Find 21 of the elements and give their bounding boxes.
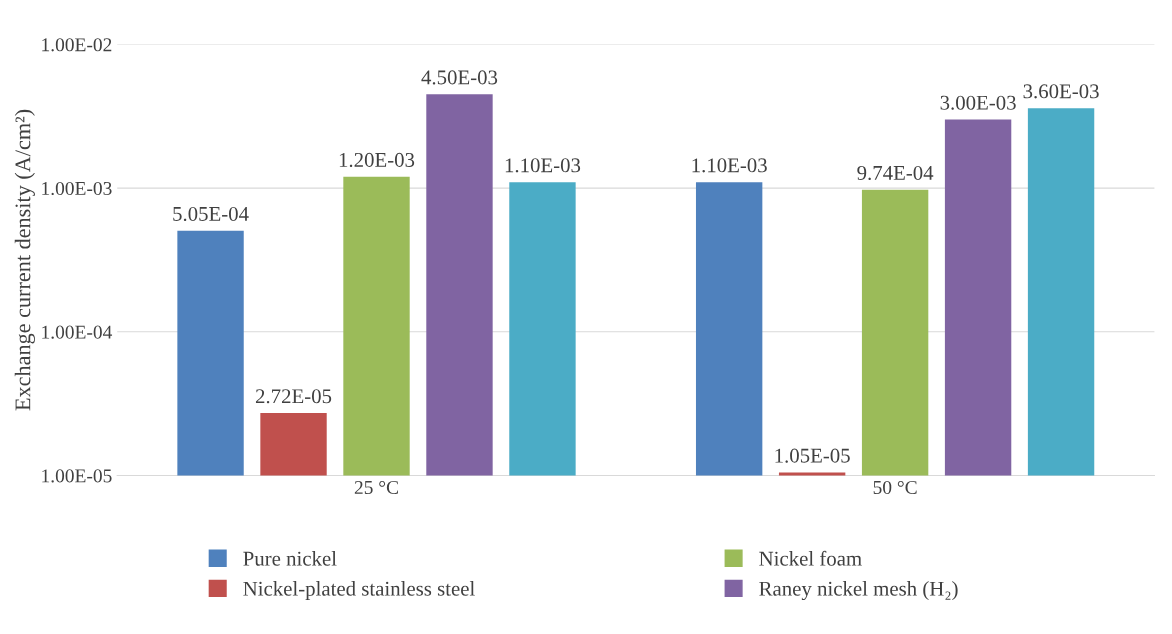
legend-label: Nickel foam bbox=[759, 550, 862, 566]
y-tick-label: 1.00E-02 bbox=[42, 38, 112, 52]
y-tick-label: 1.00E-04 bbox=[42, 325, 113, 339]
data-label: 5.05E-04 bbox=[173, 206, 249, 222]
data-label: 3.60E-03 bbox=[1023, 84, 1099, 99]
data-label: 1.05E-05 bbox=[775, 448, 850, 463]
legend-label: Raney nickel mesh (H₂) bbox=[759, 581, 958, 601]
data-label: 3.00E-03 bbox=[940, 95, 1016, 110]
y-tick-label: 1.00E-05 bbox=[42, 469, 112, 483]
data-label: 1.10E-03 bbox=[692, 158, 767, 173]
x-tick-label: 25 °C bbox=[354, 480, 398, 495]
legend-label: Nickel-plated stainless steel bbox=[243, 581, 475, 600]
x-tick-label: 50 °C bbox=[873, 480, 917, 495]
legend-label: Pure nickel bbox=[243, 551, 337, 566]
data-label: 1.10E-03 bbox=[505, 158, 581, 173]
y-axis-title: Exchange current density (A/cm²) bbox=[14, 109, 35, 411]
data-label: 2.72E-05 bbox=[255, 389, 332, 404]
y-tick-label: 1.00E-03 bbox=[42, 181, 112, 196]
data-label: 4.50E-03 bbox=[421, 70, 498, 85]
data-label: 1.20E-03 bbox=[339, 152, 415, 168]
data-label: 9.74E-04 bbox=[857, 165, 934, 181]
